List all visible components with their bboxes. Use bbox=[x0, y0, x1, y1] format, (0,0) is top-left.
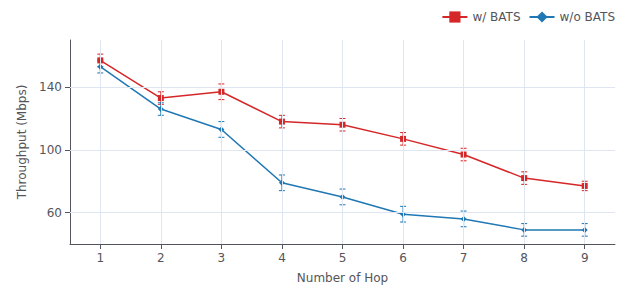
svg-text:w/o BATS: w/o BATS bbox=[560, 10, 615, 24]
svg-text:1: 1 bbox=[96, 251, 104, 265]
svg-text:60: 60 bbox=[47, 206, 62, 220]
svg-text:w/ BATS: w/ BATS bbox=[472, 10, 520, 24]
svg-text:Throughput (Mbps): Throughput (Mbps) bbox=[15, 85, 29, 201]
svg-text:7: 7 bbox=[460, 251, 468, 265]
svg-text:5: 5 bbox=[339, 251, 347, 265]
svg-text:Number of Hop: Number of Hop bbox=[297, 271, 388, 285]
svg-text:8: 8 bbox=[520, 251, 528, 265]
svg-text:6: 6 bbox=[399, 251, 407, 265]
svg-text:9: 9 bbox=[581, 251, 589, 265]
svg-text:140: 140 bbox=[39, 80, 62, 94]
svg-text:2: 2 bbox=[157, 251, 165, 265]
svg-text:100: 100 bbox=[39, 143, 62, 157]
svg-text:3: 3 bbox=[218, 251, 226, 265]
svg-text:4: 4 bbox=[278, 251, 286, 265]
